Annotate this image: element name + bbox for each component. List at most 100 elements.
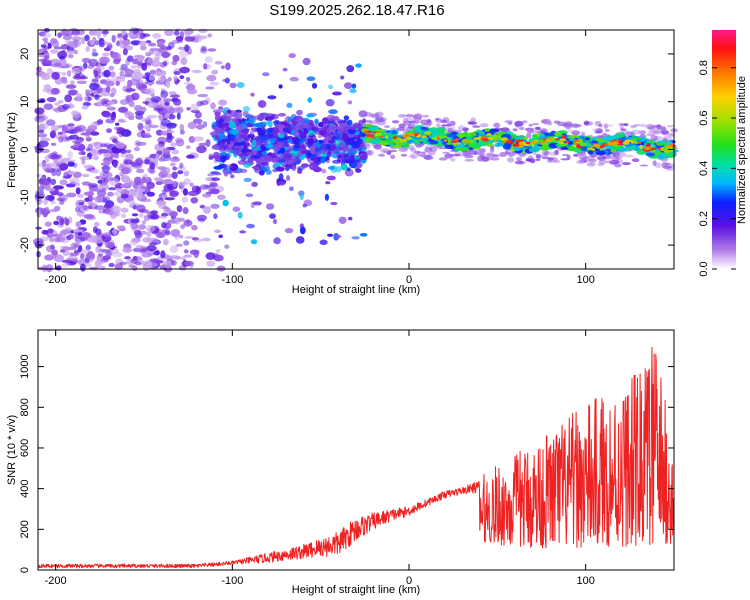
spectrogram-cell [542, 118, 551, 125]
spectrogram-cell [442, 151, 450, 154]
spectrogram-cell [213, 172, 222, 176]
spectrogram-cell [200, 100, 209, 106]
spectrogram-cell [477, 155, 484, 162]
spectrogram-cell [362, 124, 374, 128]
spectrogram-cell [130, 218, 140, 224]
spectrogram-cell [340, 75, 345, 80]
spectrogram-cell [236, 137, 243, 143]
spectrogram-cell [73, 126, 83, 132]
spectrogram-cell [240, 122, 249, 130]
spectrogram-cell [260, 162, 269, 167]
spectrogram-cell [120, 207, 129, 213]
spectrogram-cell [133, 71, 144, 80]
spectrogram-cell [95, 228, 102, 235]
spectrogram-cell [108, 262, 115, 268]
spectrogram-cell [158, 113, 164, 122]
spectrogram-cell [253, 166, 260, 172]
spectrogram-cell [311, 126, 319, 132]
spectrogram-cell [539, 133, 545, 140]
spectrogram-cell [85, 147, 91, 152]
spectrogram-cell [120, 183, 131, 188]
spectrogram-cell [214, 229, 221, 234]
spectrogram-cell [399, 139, 407, 143]
spectrogram-cell [146, 261, 153, 269]
spectrogram-cell [78, 65, 86, 72]
spectrogram-cell [271, 157, 281, 164]
spectrogram-cell [71, 36, 82, 41]
spectrogram-cell [69, 258, 78, 265]
spectrogram-cell [268, 135, 275, 139]
spectrogram-cell [187, 88, 198, 95]
spectrogram-cell [80, 263, 86, 272]
spectrogram-cell [291, 158, 297, 162]
spectrogram-cell [502, 143, 512, 150]
spectrogram-cell [168, 114, 176, 120]
spectrogram-cell [328, 84, 334, 90]
spectrogram-cell [106, 106, 116, 111]
spectrogram-cell [306, 113, 315, 118]
spectrogram-cell [286, 102, 293, 108]
spectrogram-cell [93, 141, 104, 149]
spectrogram-cell [54, 62, 62, 67]
spectrogram-cell [101, 187, 107, 193]
spectrogram-cell [114, 264, 124, 270]
y-tick-label: 200 [19, 520, 31, 538]
spectrogram-cell [131, 213, 139, 217]
spectrogram-cell [348, 216, 353, 221]
spectrogram-cell [350, 126, 357, 130]
spectrogram-cell [178, 265, 187, 271]
spectrogram-cell [147, 57, 157, 64]
spectrogram-cell [56, 215, 62, 221]
spectrogram-cell [90, 168, 99, 174]
spectrogram-cell [647, 125, 655, 131]
spectrogram-cell [374, 128, 386, 132]
spectrogram-y-ticks: -20 -10 0 10 20 [19, 48, 674, 253]
spectrogram-cell [207, 48, 217, 52]
spectrogram-cell [479, 123, 489, 128]
spectrogram-cell [136, 168, 145, 174]
spectrogram-cell [269, 213, 276, 219]
snr-panel: -200 -100 0 100 0 200 400 600 800 1000 Height of… [6, 329, 675, 596]
spectrogram-cell [210, 188, 220, 195]
spectrogram-cell [184, 236, 195, 239]
spectrogram-cell [190, 109, 200, 113]
spectrogram-cell [94, 221, 100, 227]
spectrogram-cell [662, 165, 672, 169]
spectrogram-cell [160, 250, 166, 259]
spectrogram-cell [344, 169, 354, 177]
spectrogram-cell [193, 250, 199, 258]
spectrogram-cell [347, 128, 357, 135]
spectrogram-cell [286, 175, 291, 181]
spectrogram-cell [148, 81, 154, 86]
snr-xlabel: Height of straight line (km) [292, 584, 420, 596]
spectrogram-cell [219, 152, 228, 156]
spectrogram-cell [272, 120, 280, 125]
spectrogram-cell [211, 69, 219, 75]
spectrogram-cell [213, 254, 224, 262]
spectrogram-cell [257, 129, 265, 136]
spectrogram-cell [254, 147, 262, 151]
spectrogram-cell [569, 135, 580, 139]
spectrogram-cell [85, 244, 92, 251]
spectrogram-cell [472, 125, 481, 128]
spectrogram-cell [586, 163, 596, 168]
spectrogram-cell [327, 166, 336, 170]
spectrogram-cell [662, 135, 672, 142]
spectrogram-cell [179, 75, 185, 79]
spectrogram-cell [210, 102, 216, 110]
spectrogram-cell [111, 252, 123, 258]
spectrogram-cell [222, 115, 232, 122]
spectrogram-cell [203, 206, 211, 214]
spectrogram-cell [46, 96, 57, 103]
spectrogram-cell [40, 72, 51, 81]
spectrogram-cell [46, 176, 51, 182]
spectrogram-cell [184, 36, 196, 42]
spectrogram-cell [42, 59, 52, 66]
spectrogram-cell [349, 88, 357, 94]
spectrogram-cell [320, 156, 326, 164]
spectrogram-cell [144, 51, 150, 55]
spectrogram-cell [155, 200, 167, 206]
spectrogram-cell [324, 193, 329, 201]
spectrogram-cell [340, 163, 348, 171]
spectrogram-cell [168, 190, 179, 198]
